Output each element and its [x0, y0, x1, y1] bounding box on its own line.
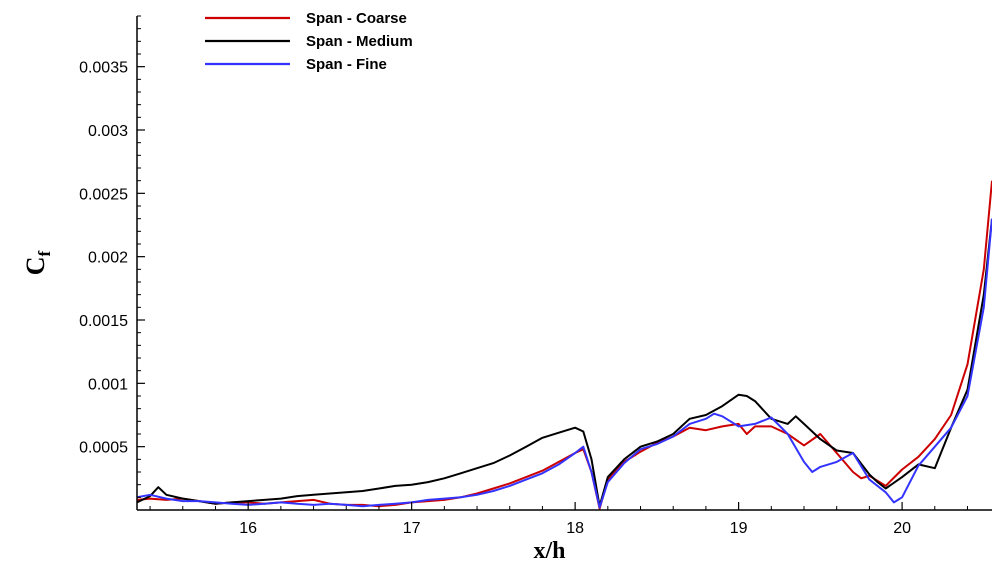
y-tick-label: 0.003 — [88, 123, 128, 140]
series-line-2 — [137, 218, 992, 508]
y-axis-title-subscript: f — [35, 250, 54, 256]
x-tick-label: 16 — [239, 520, 257, 537]
y-tick-label: 0.0035 — [79, 60, 128, 77]
x-tick-label: 17 — [403, 520, 421, 537]
svg-text:Cf: Cf — [21, 250, 54, 275]
legend-label-2: Span - Medium — [306, 33, 413, 50]
x-axis-title: x/h — [533, 538, 565, 564]
y-axis-title: Cf — [21, 250, 54, 275]
x-tick-label: 19 — [730, 520, 748, 537]
y-tick-label: 0.0015 — [79, 313, 128, 330]
axes-layer — [136, 16, 992, 511]
ticks-layer: 16 17 18 19 20 0.0005 0.001 0.0015 0.002 0.0025 0.… — [79, 15, 968, 537]
y-tick-label: 0.0025 — [79, 186, 128, 203]
series-layer — [137, 180, 992, 510]
x-tick-label: 18 — [566, 520, 584, 537]
y-tick-label: 0.001 — [88, 376, 128, 393]
legend-label-3: Span - Fine — [306, 56, 387, 73]
y-tick-label: 0.0005 — [79, 440, 128, 457]
legend: Span - Coarse Span - Medium Span - Fine — [205, 10, 413, 73]
series-line-3 — [137, 218, 992, 509]
y-axis-title-main: C — [21, 256, 50, 275]
legend-label-1: Span - Coarse — [306, 10, 407, 27]
y-tick-label: 0.002 — [88, 250, 128, 267]
x-tick-label: 20 — [893, 520, 911, 537]
